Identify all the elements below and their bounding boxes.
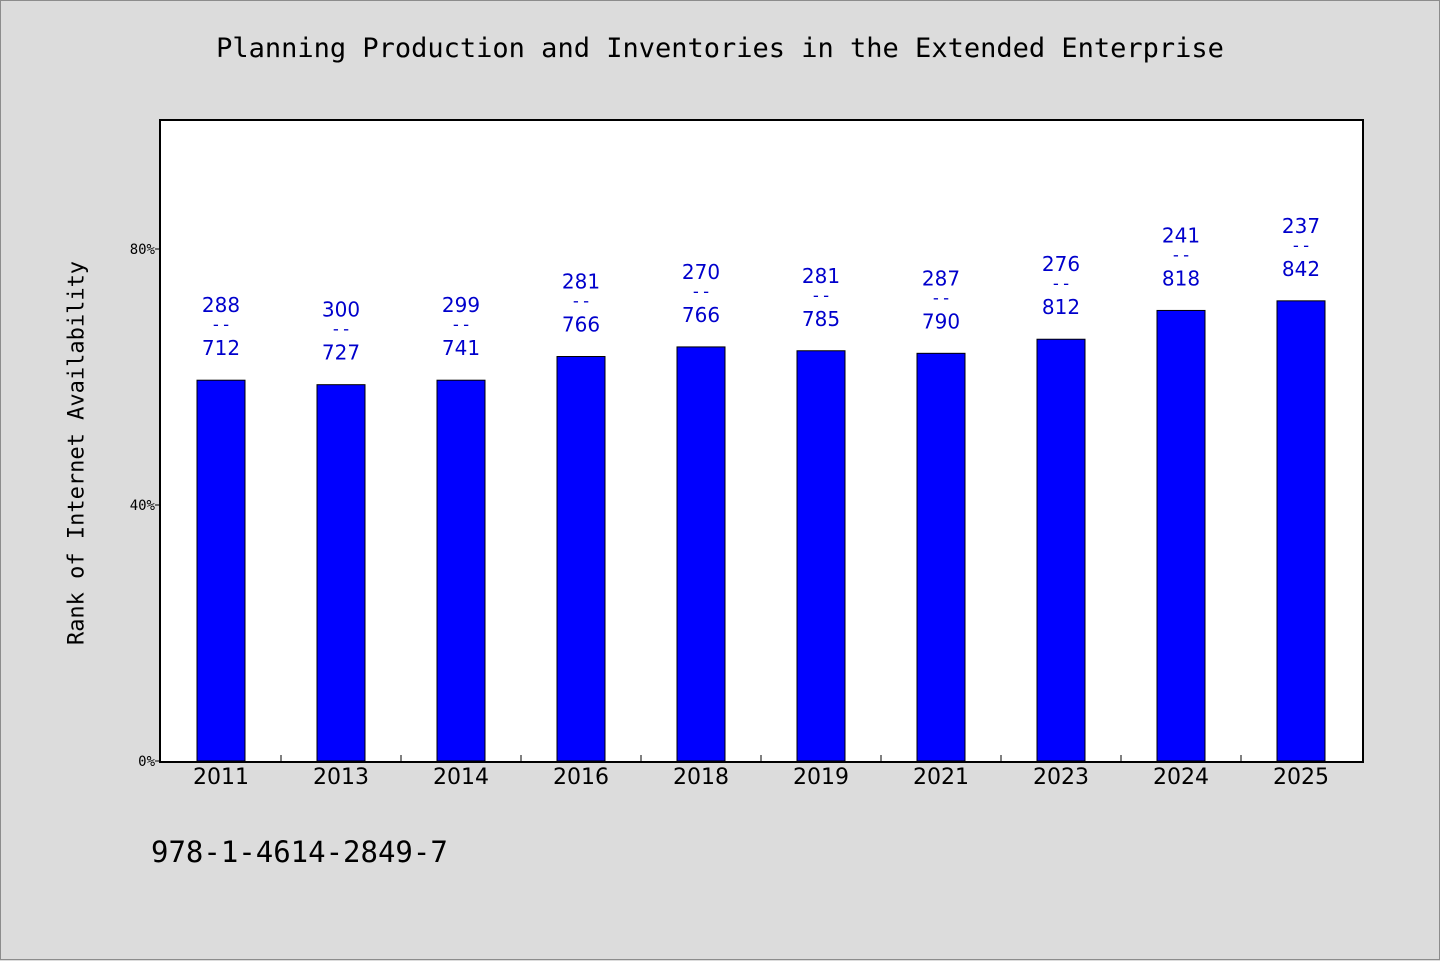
data-label-bottom: 766 [682,303,720,327]
data-label-top: 281 [802,264,840,288]
x-tick-label: 2021 [913,765,969,790]
data-label-separator: -- [931,288,951,308]
bar [196,379,246,762]
data-label-top: 299 [442,293,480,317]
bar [1276,300,1326,762]
chart-title: Planning Production and Inventories in t… [216,33,1224,64]
y-tick-label: 80% [130,242,156,258]
x-tick-label: 2019 [793,765,849,790]
bar [1036,338,1086,762]
data-label-top: 288 [202,293,240,317]
data-label-bottom: 712 [202,336,240,360]
data-label-bottom: 785 [802,307,840,331]
x-tick-label: 2014 [433,765,489,790]
data-label-separator: -- [451,315,471,335]
data-label-bottom: 842 [1282,257,1320,281]
data-label-separator: -- [331,320,351,340]
data-label-top: 237 [1282,214,1320,238]
data-label-separator: -- [691,282,711,302]
data-label-bottom: 727 [322,341,360,365]
data-label-bottom: 812 [1042,295,1080,319]
x-tick-label: 2018 [673,765,729,790]
data-label-separator: -- [1171,245,1191,265]
bar [796,350,846,762]
data-label-top: 241 [1162,223,1200,247]
data-label-separator: -- [1291,236,1311,256]
data-label-bottom: 790 [922,309,960,333]
footer-code: 978-1-4614-2849-7 [151,835,448,869]
data-label-top: 287 [922,266,960,290]
bar [556,356,606,762]
data-label-bottom: 741 [442,336,480,360]
data-label-separator: -- [211,315,231,335]
data-label-top: 270 [682,260,720,284]
bar [1156,309,1206,762]
data-label-separator: -- [1051,274,1071,294]
data-label-top: 300 [322,298,360,322]
y-tick-label: 0% [138,754,155,770]
data-label-top: 276 [1042,252,1080,276]
x-tick-label: 2024 [1153,765,1209,790]
bar [316,384,366,762]
x-tick-label: 2011 [193,765,249,790]
data-label-bottom: 818 [1162,266,1200,290]
bar [676,346,726,762]
x-tick-label: 2023 [1033,765,1089,790]
data-label-bottom: 766 [562,313,600,337]
x-tick-label: 2016 [553,765,609,790]
bar [916,352,966,762]
data-label-separator: -- [811,286,831,306]
x-tick-label: 2025 [1273,765,1329,790]
data-label-top: 281 [562,270,600,294]
x-tick-label: 2013 [313,765,369,790]
y-tick-label: 40% [130,498,156,514]
bar [436,379,486,762]
data-label-separator: -- [571,292,591,312]
